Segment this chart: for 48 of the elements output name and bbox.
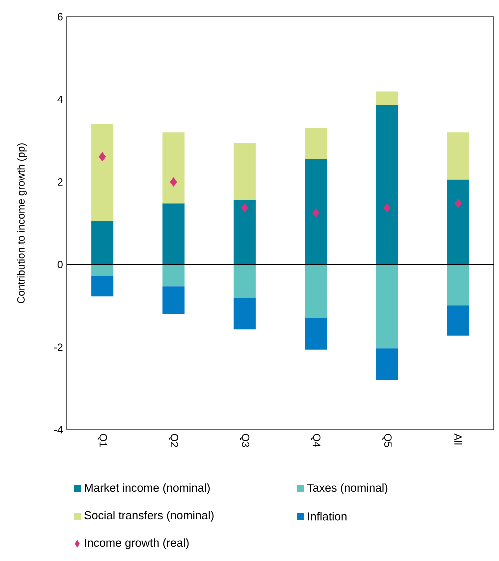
x-tick-label: Q1: [98, 434, 108, 448]
x-tick-label: Q3: [240, 434, 250, 448]
x-tick-label: Q4: [311, 434, 321, 448]
legend-label: Market income (nominal): [85, 484, 210, 494]
point: [99, 152, 106, 162]
legend-label: Income growth (real): [85, 538, 189, 550]
bar: [305, 128, 328, 160]
bar: [447, 132, 470, 180]
bar: [234, 142, 256, 200]
bar: [162, 264, 185, 287]
bar: [447, 180, 470, 265]
x-tick-label: Q5: [382, 434, 392, 448]
bar: [92, 221, 114, 265]
bar: [376, 105, 398, 265]
y-tick-label: 0: [58, 261, 63, 269]
bar: [162, 286, 185, 314]
bar: [162, 204, 185, 265]
bar: [234, 298, 256, 330]
y-tick-label: 2: [58, 178, 63, 186]
point: [241, 204, 248, 213]
bar: [447, 306, 470, 336]
point: [384, 204, 391, 213]
legend-label: Taxes (nominal): [307, 484, 388, 494]
point: [454, 198, 462, 208]
bar: [162, 132, 185, 204]
y-tick-label: 6: [58, 13, 63, 21]
y-axis-title: Contribution to income growth (pp): [17, 144, 27, 304]
bar: [305, 318, 328, 350]
bar: [305, 264, 328, 318]
bar: [305, 159, 328, 265]
bar: [92, 264, 114, 276]
x-tick-label: All: [454, 434, 462, 445]
legend-label: Inflation: [308, 512, 347, 521]
bar: [92, 276, 114, 297]
bar: [234, 264, 256, 298]
bar: [92, 124, 114, 222]
point: [312, 208, 320, 218]
y-tick-label: 4: [58, 96, 63, 104]
bar: [447, 264, 470, 306]
bar: [376, 348, 398, 380]
bar: [376, 264, 398, 349]
bar: [376, 92, 398, 106]
point: [170, 177, 178, 187]
legend-label: Social transfers (nominal): [84, 511, 214, 522]
y-tick-label: -4: [54, 426, 63, 434]
bar: [234, 200, 256, 265]
y-tick-label: -2: [54, 344, 63, 352]
x-tick-label: Q2: [169, 434, 178, 448]
